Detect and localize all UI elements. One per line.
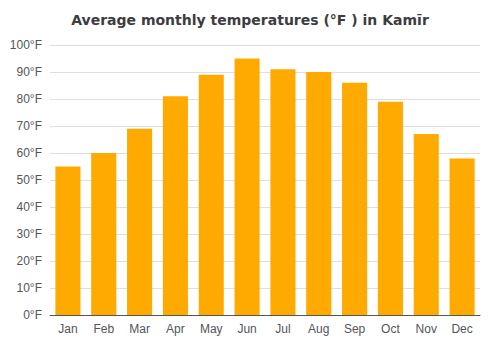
svg-text:10°F: 10°F bbox=[17, 281, 42, 295]
svg-text:Jan: Jan bbox=[58, 322, 77, 336]
svg-text:Jun: Jun bbox=[237, 322, 256, 336]
svg-text:0°F: 0°F bbox=[23, 308, 42, 322]
svg-text:Nov: Nov bbox=[416, 322, 437, 336]
svg-text:Feb: Feb bbox=[93, 322, 114, 336]
svg-text:70°F: 70°F bbox=[17, 119, 42, 133]
svg-text:80°F: 80°F bbox=[17, 92, 42, 106]
svg-text:40°F: 40°F bbox=[17, 200, 42, 214]
svg-text:Dec: Dec bbox=[451, 322, 472, 336]
svg-text:90°F: 90°F bbox=[17, 65, 42, 79]
svg-text:Mar: Mar bbox=[129, 322, 150, 336]
svg-text:Average monthly temperatures (: Average monthly temperatures (°F ) in Ka… bbox=[71, 12, 429, 28]
svg-text:60°F: 60°F bbox=[17, 146, 42, 160]
svg-text:100°F: 100°F bbox=[10, 38, 42, 52]
svg-text:Sep: Sep bbox=[344, 322, 366, 336]
svg-text:May: May bbox=[200, 322, 223, 336]
svg-text:50°F: 50°F bbox=[17, 173, 42, 187]
svg-text:Oct: Oct bbox=[381, 322, 400, 336]
svg-text:Apr: Apr bbox=[166, 322, 185, 336]
svg-text:Jul: Jul bbox=[275, 322, 290, 336]
svg-text:Aug: Aug bbox=[308, 322, 329, 336]
svg-text:30°F: 30°F bbox=[17, 227, 42, 241]
svg-text:20°F: 20°F bbox=[17, 254, 42, 268]
